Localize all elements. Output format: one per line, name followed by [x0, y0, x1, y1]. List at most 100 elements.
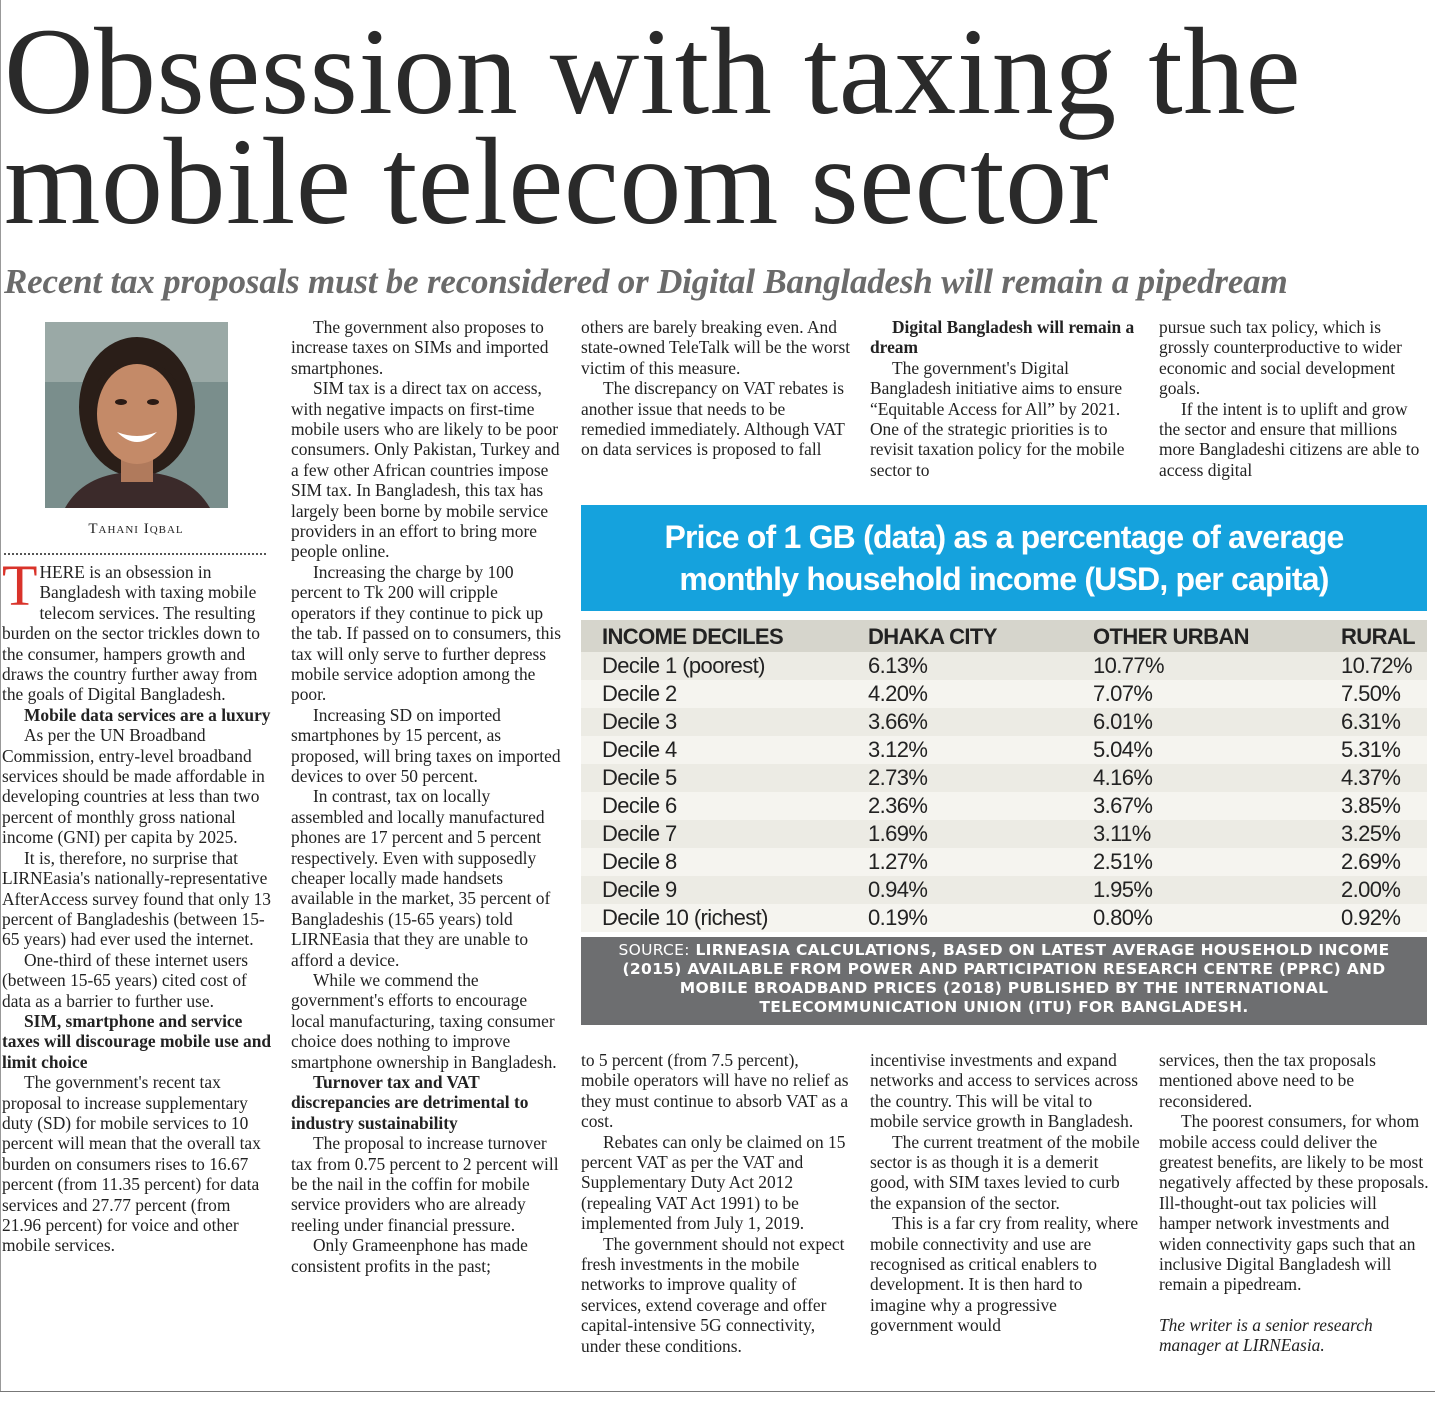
- cell-value: 7.50%: [1341, 681, 1401, 706]
- cell-value: 3.25%: [1341, 821, 1401, 846]
- cell-value: 3.67%: [1093, 793, 1153, 818]
- paragraph-text: HERE is an obsession in Bangladesh with …: [2, 562, 260, 705]
- cell-value: 0.80%: [1093, 905, 1153, 930]
- paragraph: While we commend the government's effort…: [291, 970, 557, 1072]
- cell-value: 2.73%: [868, 765, 928, 790]
- paragraph: Increasing SD on imported smartphones by…: [291, 704, 561, 786]
- cell-value: 0.92%: [1341, 905, 1401, 930]
- table-row: Decile 3 3.66% 6.01% 6.31%: [581, 708, 1427, 736]
- cell-value: 2.00%: [1341, 877, 1401, 902]
- cell-value: 4.37%: [1341, 765, 1401, 790]
- paragraph: The poorest consumers, for whom mobile a…: [1159, 1111, 1429, 1295]
- cell-value: 5.04%: [1093, 737, 1153, 762]
- cell-value: 1.95%: [1093, 877, 1153, 902]
- paragraph: pursue such tax policy, which is grossly…: [1159, 317, 1402, 399]
- text-column: to 5 percent (from 7.5 percent), mobile …: [581, 1050, 851, 1356]
- header-row: INCOME DECILES DHAKA CITY OTHER URBAN RURAL: [581, 620, 1427, 652]
- cell-value: 6.13%: [868, 653, 928, 678]
- author-note: The writer is a senior research manager …: [1159, 1314, 1373, 1356]
- row-label: Decile 5: [602, 765, 677, 790]
- table-row: Decile 8 1.27% 2.51% 2.69%: [581, 848, 1427, 876]
- subheadline: Recent tax proposals must be reconsidere…: [4, 262, 1288, 301]
- table-row: Decile 9 0.94% 1.95% 2.00%: [581, 876, 1427, 904]
- table-source: SOURCE: LIRNEASIA CALCULATIONS, BASED ON…: [581, 937, 1427, 1025]
- paragraph: The proposal to increase turnover tax fr…: [291, 1133, 559, 1235]
- text-column: pursue such tax policy, which is grossly…: [1159, 317, 1429, 480]
- cell-value: 7.07%: [1093, 681, 1153, 706]
- data-table: INCOME DECILES DHAKA CITY OTHER URBAN RURAL…: [581, 620, 1427, 932]
- row-label: Decile 6: [602, 793, 677, 818]
- source-label: SOURCE:: [618, 941, 690, 959]
- table-title: Price of 1 GB (data) as a percentage of …: [581, 505, 1427, 611]
- subheading: SIM, smartphone and service taxes will d…: [2, 1010, 272, 1072]
- row-label: Decile 4: [602, 737, 677, 762]
- paragraph: T HERE is an obsession in Bangladesh with…: [2, 553, 272, 705]
- paragraph: incentivise investments and expand netwo…: [870, 1050, 1139, 1132]
- paragraph: As per the UN Broadband Commission, entr…: [2, 725, 265, 848]
- cell-value: 2.51%: [1093, 849, 1153, 874]
- subheading: Mobile data services are a luxury: [24, 704, 271, 725]
- paragraph: If the intent is to uplift and grow the …: [1159, 398, 1420, 480]
- text-column: services, then the tax proposals mention…: [1159, 1050, 1429, 1356]
- cell-value: 1.69%: [868, 821, 928, 846]
- cell-value: 10.77%: [1093, 653, 1165, 678]
- paragraph: Only Grameenphone has made consistent pr…: [291, 1235, 528, 1276]
- table-row: Decile 6 2.36% 3.67% 3.85%: [581, 792, 1427, 820]
- paragraph: others are barely breaking even. And sta…: [581, 317, 851, 378]
- row-label: Decile 10 (richest): [602, 905, 768, 930]
- left-rule: [0, 0, 1, 1392]
- text-column: incentivise investments and expand netwo…: [870, 1050, 1140, 1336]
- headline: Obsession with taxing the: [4, 3, 1302, 140]
- paragraph: The discrepancy on VAT rebates is anothe…: [581, 378, 845, 460]
- paragraph: Increasing the charge by 100 percent to …: [291, 561, 561, 705]
- column-header: RURAL: [1341, 624, 1416, 649]
- column-header: OTHER URBAN: [1093, 624, 1250, 649]
- row-label: Decile 7: [602, 821, 677, 846]
- text-column: T HERE is an obsession in Bangladesh with…: [2, 553, 272, 1256]
- paragraph: SIM tax is a direct tax on access, with …: [291, 378, 560, 562]
- subheading: Turnover tax and VAT discrepancies are d…: [291, 1072, 529, 1133]
- cell-value: 6.01%: [1093, 709, 1153, 734]
- cell-value: 2.36%: [868, 793, 928, 818]
- cell-value: 3.11%: [1093, 821, 1151, 846]
- cell-value: 5.31%: [1341, 737, 1401, 762]
- row-label: Decile 9: [602, 877, 677, 902]
- row-label: Decile 3: [602, 709, 677, 734]
- cell-value: 3.12%: [868, 737, 928, 762]
- cell-value: 4.20%: [868, 681, 928, 706]
- column-header: INCOME DECILES: [602, 624, 784, 649]
- cell-value: 1.27%: [868, 849, 928, 874]
- paragraph: The government's Digital Bangladesh init…: [870, 357, 1125, 480]
- source-text: LIRNEASIA CALCULATIONS, BASED ON LATEST …: [622, 941, 1390, 1016]
- separator: [4, 553, 266, 555]
- paragraph: It is, therefore, no surprise that LIRNE…: [2, 847, 272, 950]
- paragraph: Rebates can only be claimed on 15 percen…: [581, 1131, 846, 1234]
- paragraph: to 5 percent (from 7.5 percent), mobile …: [581, 1050, 849, 1132]
- table-row: Decile 1 (poorest) 6.13% 10.77% 10.72%: [581, 652, 1427, 680]
- table-row: Decile 5 2.73% 4.16% 4.37%: [581, 764, 1427, 792]
- headline: mobile telecom sector: [4, 113, 1110, 250]
- table-row: Decile 10 (richest) 0.19% 0.80% 0.92%: [581, 904, 1427, 932]
- cell-value: 2.69%: [1341, 849, 1401, 874]
- row-label: Decile 8: [602, 849, 677, 874]
- cell-value: 4.16%: [1093, 765, 1153, 790]
- paragraph: The government should not expect fresh i…: [581, 1233, 845, 1356]
- table-row: Decile 7 1.69% 3.11% 3.25%: [581, 820, 1427, 848]
- paragraph: One-third of these internet users (betwe…: [2, 949, 249, 1011]
- row-label: Decile 1 (poorest): [602, 653, 765, 678]
- cell-value: 0.94%: [868, 877, 928, 902]
- drop-cap: T: [2, 553, 38, 618]
- column-header: DHAKA CITY: [868, 624, 997, 649]
- paragraph: The government also proposes to increase…: [291, 317, 549, 378]
- text-column: Digital Bangladesh will remain a dream Th…: [870, 317, 1140, 480]
- author-photo: [45, 322, 228, 508]
- subheading: Digital Bangladesh will remain a dream: [870, 317, 1135, 358]
- text-column: others are barely breaking even. And sta…: [581, 317, 851, 460]
- paragraph: The government's recent tax proposal to …: [2, 1072, 261, 1256]
- text-column: The government also proposes to increase…: [291, 317, 561, 1276]
- cell-value: 3.66%: [868, 709, 928, 734]
- table-row: Decile 4 3.12% 5.04% 5.31%: [581, 736, 1427, 764]
- paragraph: This is a far cry from reality, where mo…: [870, 1213, 1139, 1336]
- row-label: Decile 2: [602, 681, 677, 706]
